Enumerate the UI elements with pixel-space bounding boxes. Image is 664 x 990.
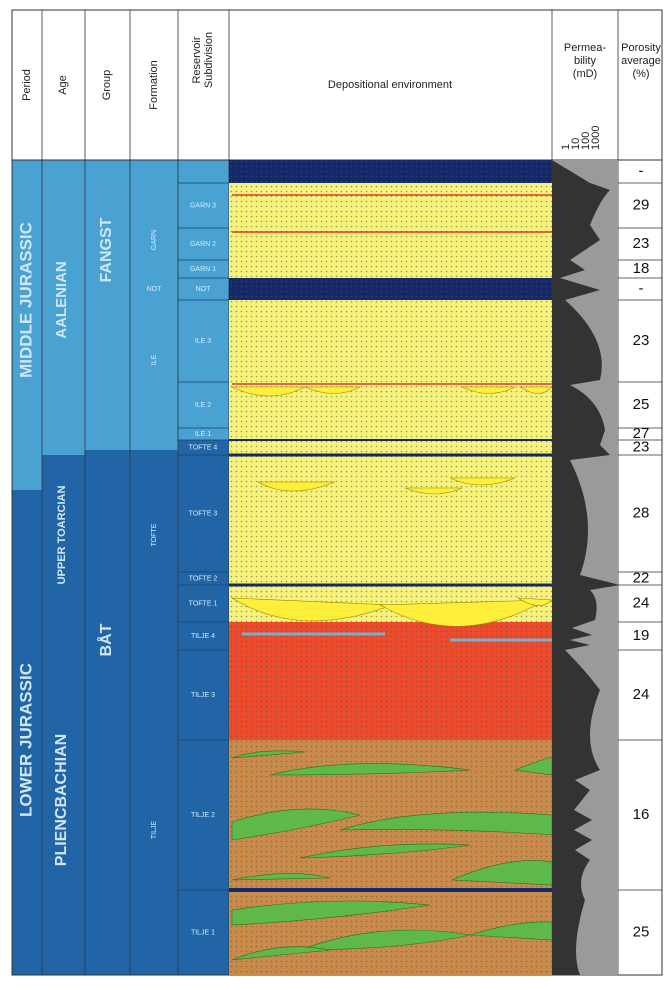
porosity-value: 19 [633, 627, 650, 644]
porosity-value: 24 [633, 686, 650, 703]
subdivision-label: ILE 2 [195, 402, 211, 409]
porosity-value: 23 [633, 438, 650, 455]
porosity-value: 23 [633, 235, 650, 252]
subdivision-label: ILE 1 [195, 431, 211, 438]
env-texture [229, 278, 552, 300]
porosity-value: 22 [633, 569, 650, 586]
env-texture [229, 228, 552, 260]
subdivision-label: NOT [196, 286, 212, 293]
header-porosity: (%) [632, 68, 649, 80]
env-texture [229, 572, 552, 585]
formation-label: ILE [151, 354, 158, 365]
subdivision-label: TOFTE 1 [189, 600, 218, 607]
env-texture [229, 455, 552, 572]
env-texture [229, 440, 552, 455]
porosity-value: 29 [633, 196, 650, 213]
header-porosity: average [621, 55, 661, 67]
group-label: BÅT [96, 623, 115, 656]
header-formation: Formation [148, 60, 160, 110]
header-group: Group [101, 70, 113, 101]
env-texture [229, 183, 552, 228]
env-texture [229, 260, 552, 278]
porosity-value: 23 [633, 332, 650, 349]
formation-label: NOT [147, 286, 163, 293]
stratigraphic-column: Period Age Group Formation ReservoirSubdivis… [0, 0, 664, 985]
perm-tick: 1000 [590, 126, 602, 150]
porosity-value: 28 [633, 504, 650, 521]
subdivision-label: ILE 3 [195, 338, 211, 345]
env-texture [229, 160, 552, 183]
env-texture [229, 300, 552, 382]
age-label: AALENIAN [53, 261, 70, 339]
header-permeability: bility [574, 55, 597, 67]
subdivision-label: TILJE 3 [191, 692, 215, 699]
porosity-value: 18 [633, 260, 650, 277]
header-age: Age [57, 75, 69, 95]
subdivision-label: TILJE 2 [191, 812, 215, 819]
header-subdivision: Reservoir [191, 36, 203, 83]
subdivision-label: TOFTE 4 [189, 444, 218, 451]
header-subdivision: Subdivision [203, 32, 215, 88]
column-block [85, 160, 130, 450]
period-label: MIDDLE JURASSIC [16, 222, 35, 378]
header-environment: Depositional environment [328, 79, 452, 91]
env-texture [229, 428, 552, 440]
porosity-value: 25 [633, 396, 650, 413]
porosity-value: 25 [633, 923, 650, 940]
period-label: LOWER JURASSIC [16, 663, 35, 817]
porosity-value: 24 [633, 594, 650, 611]
formation-label: TOFTE [151, 523, 158, 546]
subdivision-label: TOFTE 3 [189, 510, 218, 517]
porosity-value: 16 [633, 806, 650, 823]
formation-label: GARN [151, 230, 158, 250]
header-porosity: Porosity [621, 42, 661, 54]
subdivision-label: TILJE 1 [191, 929, 215, 936]
age-label: UPPER TOARCIAN [56, 486, 68, 585]
subdivision-label: TOFTE 2 [189, 575, 218, 582]
porosity-value: - [639, 162, 644, 179]
header-period: Period [21, 69, 33, 101]
env-texture [229, 650, 552, 740]
subdivision-label: TILJE 4 [191, 633, 215, 640]
header-permeability: (mD) [573, 68, 597, 80]
group-label: FANGST [98, 217, 115, 282]
subdivision-label: GARN 3 [190, 202, 216, 209]
porosity-value: - [639, 280, 644, 297]
column-block [178, 440, 229, 975]
formation-label: TILJE [151, 821, 158, 840]
header-permeability: Permea- [564, 42, 607, 54]
permeability-log [552, 160, 620, 975]
subdivision-label: GARN 1 [190, 266, 216, 273]
subdivision-label: GARN 2 [190, 241, 216, 248]
age-label: PLIENCBACHIAN [53, 734, 70, 866]
column-block [85, 450, 130, 975]
env-texture [229, 622, 552, 650]
column-block [130, 160, 178, 450]
